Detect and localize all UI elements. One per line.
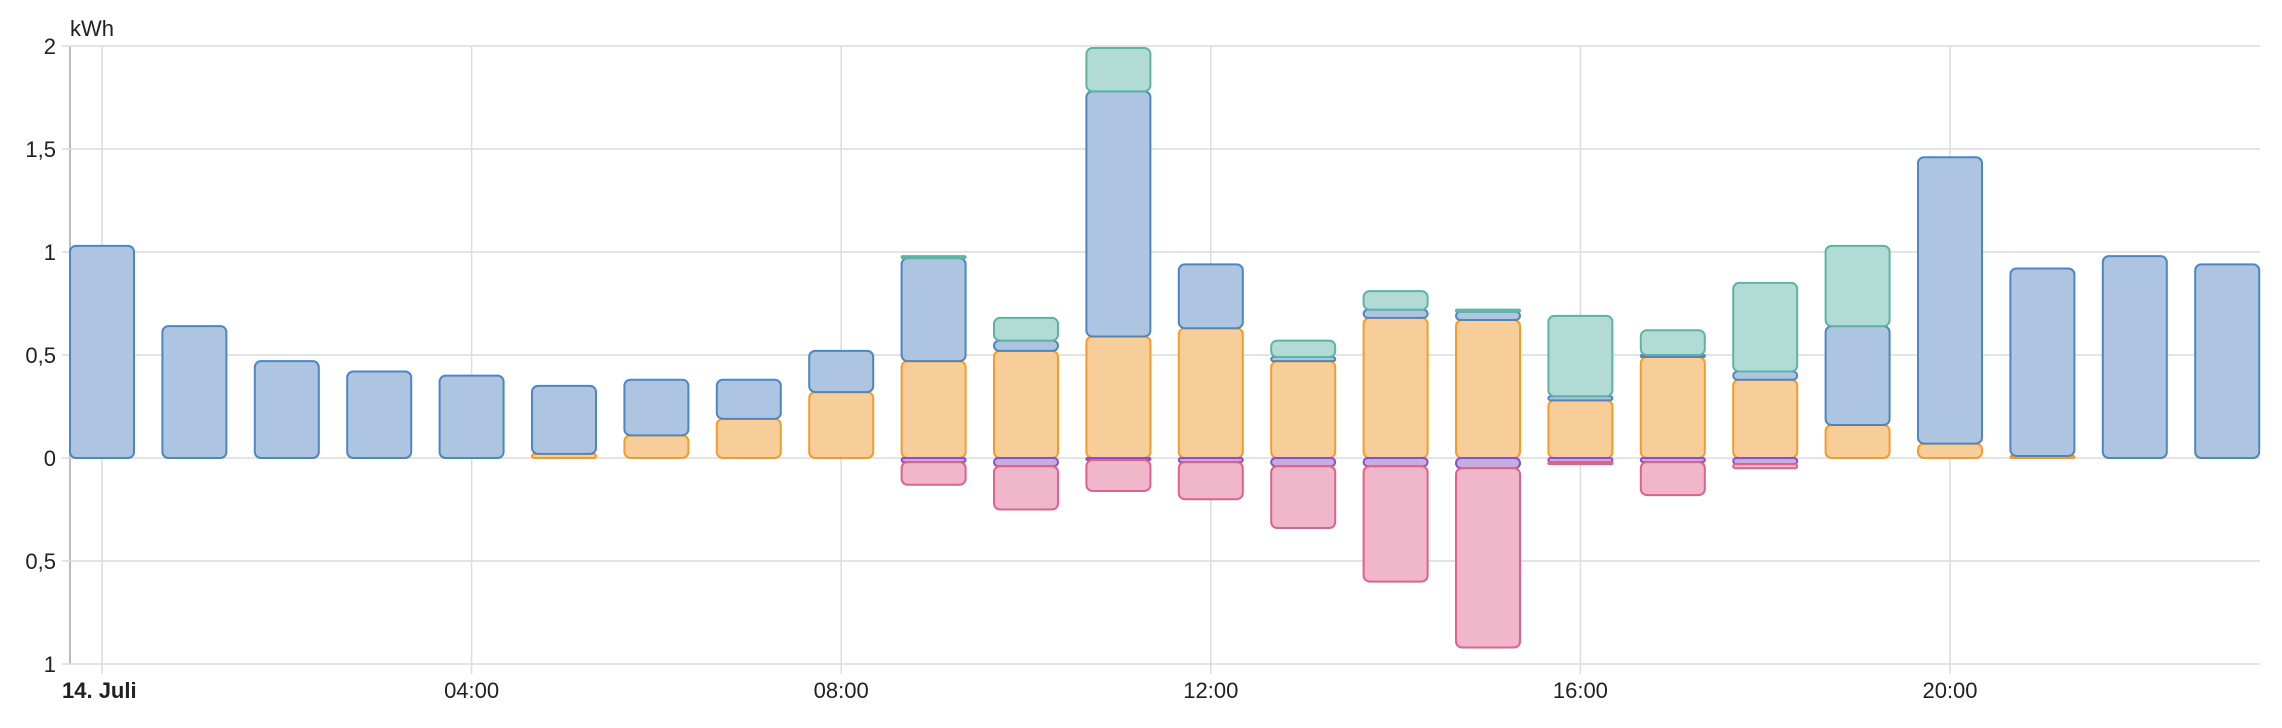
bar-grid-h2[interactable] [253, 360, 320, 459]
y-tick-label: 1 [44, 652, 56, 677]
bar-grid-return-h18[interactable] [1732, 463, 1799, 470]
x-tick-label: 20:00 [1922, 678, 1977, 703]
x-tick-label: 14. Juli [62, 678, 137, 703]
bar-battery-out-h19[interactable] [1824, 244, 1891, 328]
bar-solar-h7[interactable] [715, 417, 782, 459]
bar-grid-h4[interactable] [438, 374, 505, 460]
bar-grid-return-h11[interactable] [1085, 459, 1152, 492]
y-axis-unit-label: kWh [70, 16, 114, 41]
bar-battery-in-h10[interactable] [993, 457, 1059, 468]
x-tick-label: 04:00 [444, 678, 499, 703]
bar-grid-h10[interactable] [993, 339, 1059, 352]
bar-grid-h0[interactable] [69, 244, 135, 459]
bar-solar-h9[interactable] [900, 360, 967, 459]
bar-grid-h20[interactable] [1917, 156, 1983, 445]
bar-solar-h11[interactable] [1085, 335, 1152, 459]
bar-solar-h12[interactable] [1177, 327, 1244, 459]
bar-grid-h3[interactable] [346, 370, 413, 460]
bar-grid-h5[interactable] [531, 384, 597, 455]
bar-battery-in-h14[interactable] [1362, 457, 1429, 468]
bar-battery-in-h13[interactable] [1270, 457, 1337, 468]
y-tick-label: 1 [44, 240, 56, 265]
y-tick-label: 0 [44, 446, 56, 471]
bar-grid-h18[interactable] [1732, 370, 1799, 381]
bar-grid-return-h16[interactable] [1547, 461, 1614, 466]
bar-grid-return-h13[interactable] [1270, 465, 1337, 530]
bar-battery-out-h15[interactable] [1455, 308, 1521, 313]
bar-grid-return-h10[interactable] [993, 465, 1059, 511]
x-tick-label: 16:00 [1553, 678, 1608, 703]
bar-grid-h7[interactable] [715, 378, 782, 420]
bar-solar-h18[interactable] [1732, 378, 1799, 459]
bar-solar-h14[interactable] [1362, 316, 1429, 460]
y-tick-label: 1,5 [25, 137, 56, 162]
bar-grid-h15[interactable] [1455, 310, 1521, 321]
bar-battery-out-h11[interactable] [1085, 47, 1152, 93]
bar-battery-out-h13[interactable] [1270, 339, 1337, 359]
bar-grid-h23[interactable] [2194, 263, 2261, 459]
bar-battery-out-h14[interactable] [1362, 290, 1429, 311]
bar-grid-h1[interactable] [161, 325, 228, 459]
bar-battery-out-h17[interactable] [1639, 329, 1706, 356]
bar-grid-return-h17[interactable] [1639, 461, 1706, 497]
bar-grid-h11[interactable] [1085, 90, 1152, 338]
y-tick-label: 0,5 [25, 343, 56, 368]
bar-grid-return-h15[interactable] [1455, 467, 1521, 649]
bar-battery-out-h18[interactable] [1732, 281, 1799, 373]
bar-solar-h19[interactable] [1824, 424, 1891, 460]
bar-grid-h8[interactable] [808, 349, 875, 394]
bar-grid-h22[interactable] [2101, 255, 2168, 459]
bar-solar-h16[interactable] [1547, 399, 1614, 460]
bar-solar-h8[interactable] [808, 391, 875, 459]
bar-battery-out-h9[interactable] [900, 255, 967, 260]
bar-battery-out-h10[interactable] [993, 316, 1059, 342]
bar-grid-h6[interactable] [623, 378, 690, 437]
x-tick-label: 12:00 [1183, 678, 1238, 703]
bar-grid-h9[interactable] [900, 257, 967, 363]
bar-grid-return-h9[interactable] [900, 461, 967, 486]
bar-grid-h12[interactable] [1177, 263, 1244, 330]
bar-grid-return-h14[interactable] [1362, 465, 1429, 583]
bar-solar-h10[interactable] [993, 349, 1059, 460]
bar-solar-h17[interactable] [1639, 356, 1706, 459]
bar-grid-return-h12[interactable] [1177, 461, 1244, 501]
bar-grid-h21[interactable] [2009, 267, 2076, 457]
y-tick-label: 2 [44, 34, 56, 59]
bar-grid-h19[interactable] [1824, 325, 1891, 427]
bar-grid-h14[interactable] [1362, 308, 1429, 319]
bar-battery-out-h16[interactable] [1547, 314, 1614, 398]
bar-solar-h15[interactable] [1455, 318, 1521, 460]
bar-battery-in-h15[interactable] [1455, 457, 1521, 470]
y-tick-label: 0,5 [25, 549, 56, 574]
bars [69, 47, 2261, 649]
x-tick-label: 08:00 [814, 678, 869, 703]
bar-solar-h6[interactable] [623, 434, 690, 459]
bar-solar-h13[interactable] [1270, 360, 1337, 459]
bar-solar-h20[interactable] [1917, 442, 1983, 459]
